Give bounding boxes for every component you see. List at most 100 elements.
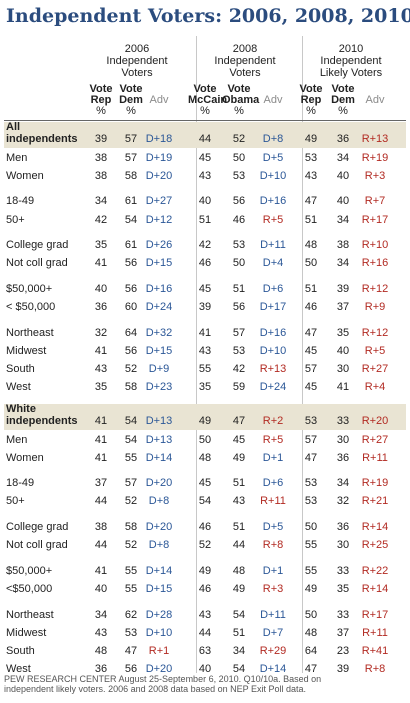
row-label: Midwest [6,342,46,360]
advantage-cell: R+8 [364,663,386,675]
value-cell: 50 [198,434,212,446]
advantage-cell: D+24 [259,381,287,393]
value-cell: 57 [124,477,138,489]
row-label: 18-49 [6,474,34,492]
value-cell: 47 [304,663,318,675]
value-cell: 54 [198,495,212,507]
value-cell: 35 [336,583,350,595]
value-cell: 54 [124,214,138,226]
advantage-cell: D+11 [260,609,286,621]
row-label: College grad [6,518,68,536]
value-cell: 44 [198,133,212,145]
advantage-cell: D+9 [148,363,170,375]
row-label: $50,000+ [6,280,52,298]
column-group-label-line: 2006 [124,43,150,55]
column-header-line: % [96,105,106,117]
value-cell: 45 [198,152,212,164]
value-cell: 33 [336,565,350,577]
advantage-cell: D+16 [259,195,287,207]
advantage-cell: D+32 [145,327,173,339]
column-header-line: Rep [300,94,322,106]
value-cell: 39 [336,283,350,295]
value-cell: 53 [304,495,318,507]
value-cell: 37 [336,627,350,639]
advantage-cell: D+14 [145,452,173,464]
value-cell: 55 [124,583,138,595]
table-row: West 35 58 D+23 35 59 D+24 45 41 R+4 [4,378,406,396]
advantage-cell: D+17 [259,301,287,313]
row-label: 18-49 [6,192,34,210]
advantage-cell: R+14 [361,521,389,533]
value-cell: 37 [94,477,108,489]
row-label: All independents [6,121,78,145]
advantage-cell: R+20 [361,415,389,427]
value-cell: 38 [94,521,108,533]
row-label-line: independents [6,133,78,145]
row-label: South [6,642,35,660]
value-cell: 48 [94,645,108,657]
row-label: Women [6,449,44,467]
value-cell: 41 [94,257,108,269]
column-header-line: Vote [299,83,323,95]
value-cell: 45 [232,434,246,446]
column-header-line: Vote [89,83,113,95]
advantage-cell: R+8 [262,539,284,551]
column-group-label: 2008 Independent Voters [190,43,300,79]
column-header-line: % [306,105,316,117]
table-row: College grad 38 58 D+20 46 51 D+5 50 36 R+14 [4,518,406,536]
value-cell: 39 [94,133,108,145]
column-header-line: Obama [222,94,260,106]
column-header-rep: Vote Rep% [84,84,118,117]
column-group-label-line: Independent [106,55,168,67]
advantage-cell: D+8 [148,495,170,507]
value-cell: 49 [198,415,212,427]
value-cell: 33 [336,415,350,427]
value-cell: 52 [232,133,246,145]
advantage-cell: D+7 [262,627,284,639]
value-cell: 51 [304,214,318,226]
advantage-cell: D+16 [145,283,173,295]
advantage-cell: D+14 [145,565,173,577]
advantage-cell: D+1 [262,452,284,464]
row-label: Women [6,167,44,185]
column-group-label-line: Voters [121,67,153,79]
row-label-line: All [6,121,21,133]
column-header-line: Adv [263,94,283,106]
row-label-line: West [6,663,31,675]
value-cell: 38 [94,152,108,164]
value-cell: 51 [232,283,246,295]
advantage-cell: R+22 [361,565,389,577]
value-cell: 36 [94,301,108,313]
column-header-adv: Adv [141,95,177,106]
advantage-cell: R+12 [361,327,389,339]
advantage-cell: D+23 [145,381,173,393]
column-header-line: Dem [331,94,355,106]
column-header-dem: Vote Dem% [114,84,148,117]
value-cell: 23 [336,645,350,657]
advantage-cell: D+18 [145,133,173,145]
column-header-adv: Adv [357,95,393,106]
table-row: South 43 52 D+9 55 42 R+13 57 30 R+27 [4,360,406,378]
column-group-label-line: Independent [320,55,382,67]
value-cell: 51 [198,214,212,226]
row-label: White independents [6,403,78,427]
row-label: < $50,000 [6,298,55,316]
table-row: < $50,000 36 60 D+24 39 56 D+17 46 37 R+9 [4,298,406,316]
table-row: White independents 41 54 D+13 49 47 R+2 53 33 R+20 [4,403,406,430]
value-cell: 55 [198,363,212,375]
value-cell: 56 [232,195,246,207]
column-group-label-line: Likely Voters [319,67,383,79]
advantage-cell: R+9 [364,301,386,313]
table-row: $50,000+ 40 56 D+16 45 51 D+6 51 39 R+12 [4,280,406,298]
table-row: Men 38 57 D+19 45 50 D+5 53 34 R+19 [4,149,406,167]
row-label: 50+ [6,211,25,229]
value-cell: 40 [336,170,350,182]
row-label-line: Men [6,152,28,164]
advantage-cell: D+4 [262,257,284,269]
advantage-cell: R+41 [361,645,389,657]
advantage-cell: R+3 [364,170,386,182]
value-cell: 53 [232,239,246,251]
value-cell: 34 [94,195,108,207]
row-label-line: < $50,000 [6,301,56,313]
column-group-label: 2006 Independent Voters [82,43,192,79]
